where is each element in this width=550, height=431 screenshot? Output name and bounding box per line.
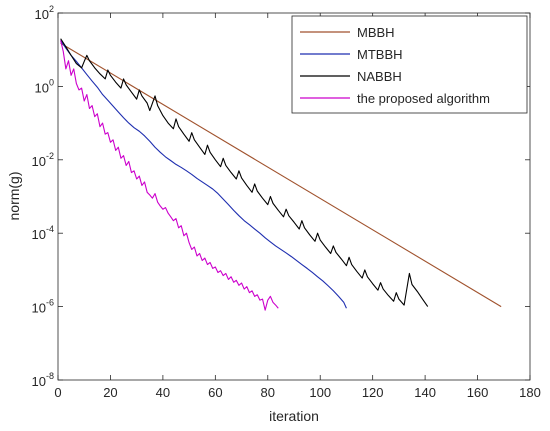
- x-tick-label: 80: [261, 385, 275, 400]
- y-tick-label: 100: [35, 77, 54, 95]
- series-line-2: [60, 40, 347, 309]
- series-layer: [60, 38, 502, 311]
- axes-layer: [57, 12, 531, 381]
- y-tick-label: 10-8: [32, 371, 54, 389]
- y-axis-label: norm(g): [6, 171, 22, 220]
- y-tick-label: 10-4: [32, 224, 54, 242]
- x-tick-label: 60: [208, 385, 222, 400]
- legend-label-2: MTBBH: [357, 47, 403, 62]
- legend: MBBH MTBBH NABBH the proposed algorithm: [291, 15, 528, 114]
- series-line-4: [60, 40, 279, 311]
- series-line-1: [60, 42, 502, 308]
- series-line-3: [60, 38, 429, 307]
- x-tick-label: 140: [414, 385, 436, 400]
- x-tick-label: 160: [467, 385, 489, 400]
- legend-label-3: NABBH: [357, 69, 402, 84]
- x-tick-label: 20: [103, 385, 117, 400]
- legend-items: MBBH MTBBH NABBH the proposed algorithm: [300, 25, 490, 106]
- x-tick-label: 0: [54, 385, 61, 400]
- ticks-layer: 0 20 40 60 80 100 120 140 160 180 102 100 10-2 10-4 10…: [32, 4, 541, 400]
- legend-label-4: the proposed algorithm: [357, 91, 490, 106]
- x-tick-label: 120: [362, 385, 384, 400]
- x-axis-label: iteration: [269, 408, 319, 424]
- x-tick-label: 180: [519, 385, 541, 400]
- y-tick-label: 102: [35, 4, 54, 22]
- y-tick-label: 10-6: [32, 298, 54, 316]
- x-tick-label: 40: [156, 385, 170, 400]
- y-tick-label: 10-2: [32, 151, 54, 169]
- legend-label-1: MBBH: [357, 25, 395, 40]
- x-tick-label: 100: [309, 385, 331, 400]
- axes-box: [57, 12, 531, 381]
